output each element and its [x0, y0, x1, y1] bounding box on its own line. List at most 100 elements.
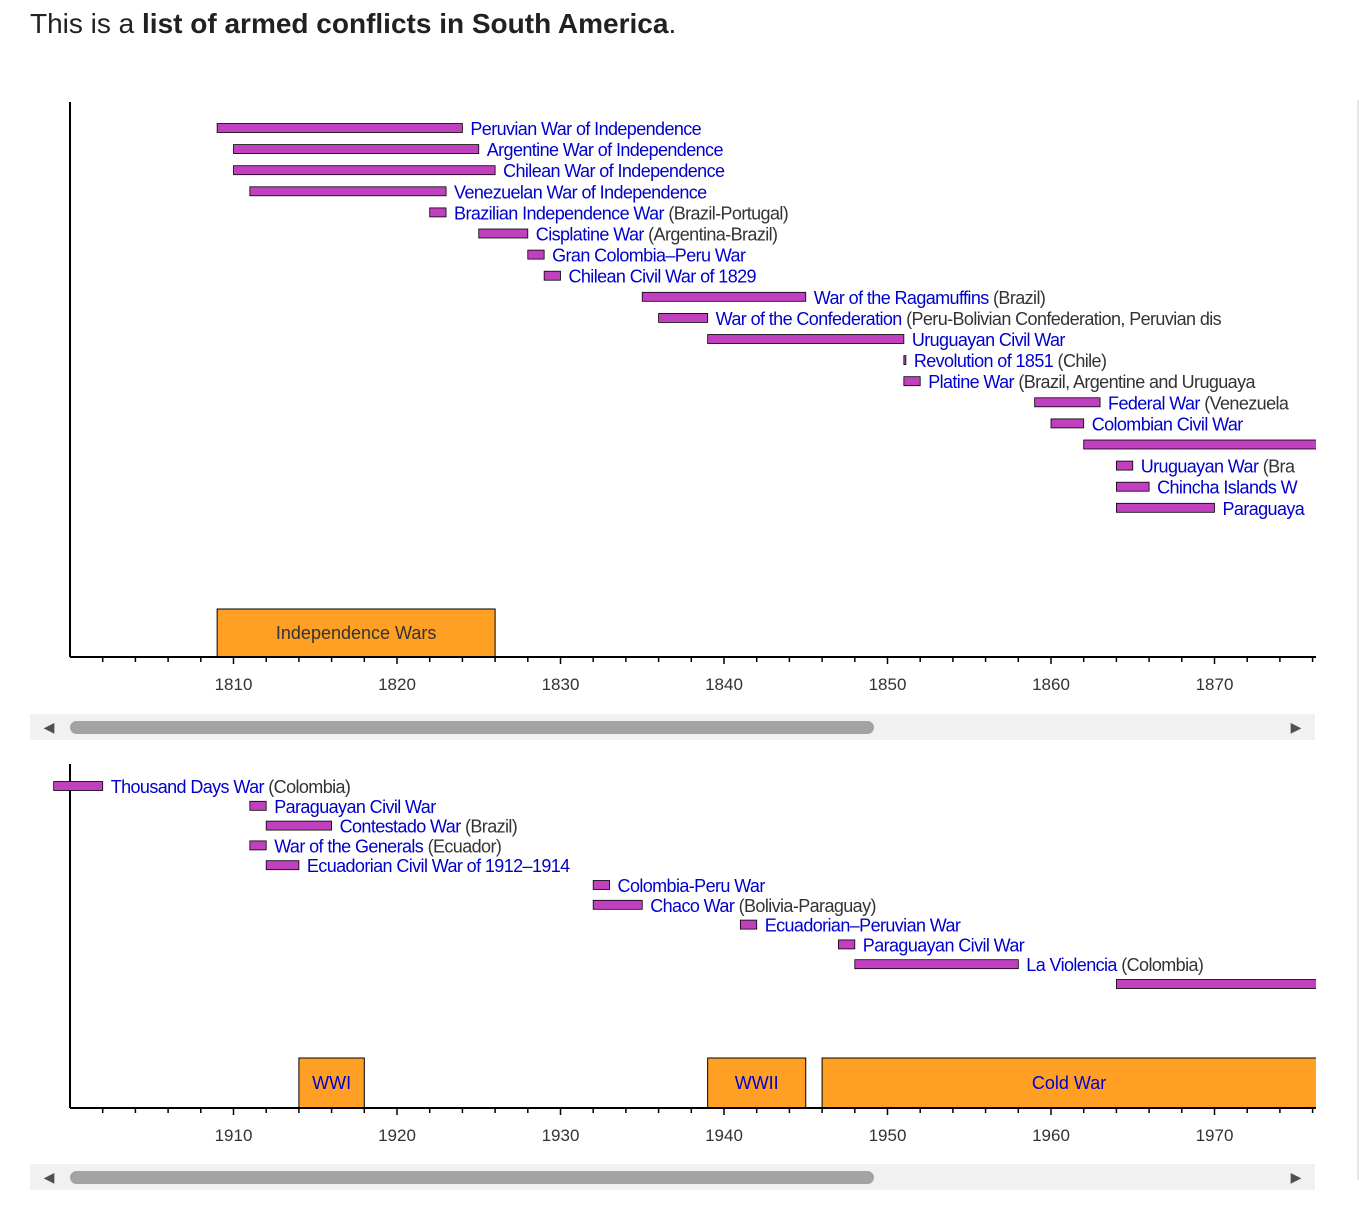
war-bar: [641, 291, 807, 302]
war-bar: [429, 207, 447, 218]
intro-link-list-of-armed-conflicts[interactable]: list of armed conflicts in South America: [142, 8, 669, 39]
war-label[interactable]: Ecuadorian–Peruvian War: [765, 916, 962, 936]
era-block: [298, 1057, 365, 1109]
war-name: Ecuadorian–Peruvian War: [765, 916, 961, 936]
war-label[interactable]: Argentine War of Independence: [487, 140, 724, 160]
war-label[interactable]: Cisplatine War (Argentina-Brazil): [536, 225, 778, 245]
war-note: (Brazil): [461, 817, 518, 837]
war-bar: [233, 144, 480, 154]
x-tick-label: 1930: [542, 1126, 580, 1145]
war-label[interactable]: Chilean Civil War of 1829: [569, 267, 758, 287]
era-label: WWII: [735, 1073, 779, 1093]
war-note: (Bra: [1258, 457, 1296, 477]
x-tick-label: 1960: [1032, 1126, 1070, 1145]
scroll-right-arrow-icon[interactable]: ▶: [1290, 1168, 1302, 1185]
war-bar: [543, 270, 561, 281]
war-bar: [233, 165, 496, 176]
war-note: (Colombia): [1117, 955, 1203, 975]
war-bar: [658, 312, 709, 323]
war-label[interactable]: Paraguayan Civil War: [863, 935, 1026, 955]
war-bar: [854, 959, 1019, 970]
war-label[interactable]: Chilean War of Independence: [503, 161, 725, 181]
war-label[interactable]: Peruvian War of Independence: [470, 119, 702, 139]
war-bar: [1050, 418, 1085, 429]
scroll-thumb[interactable]: [70, 721, 874, 734]
era-block: [821, 1057, 1316, 1109]
war-label[interactable]: Platine War (Brazil, Argentine and Urugu…: [928, 372, 1257, 392]
war-bar: [1116, 481, 1150, 492]
war-bar: [216, 123, 463, 133]
war-bar: [1116, 502, 1215, 513]
war-note: (Colombia): [264, 777, 350, 797]
war-bar: [1116, 979, 1316, 989]
war-label[interactable]: Uruguayan War (Bra: [1141, 457, 1297, 477]
war-bar: [478, 228, 529, 239]
war-name: Revolution of 1851: [914, 351, 1054, 371]
war-name: La Violencia: [1026, 955, 1118, 975]
war-label[interactable]: War of the Generals (Ecuador): [274, 836, 502, 856]
war-label[interactable]: Paraguaya: [1223, 499, 1307, 519]
timeline-1900s-chart: WWI WWII Cold War Thousand Days War (Colomb…: [53, 764, 1316, 1145]
timeline-1800s-scrollbar[interactable]: ◀ ▶: [30, 714, 1315, 740]
war-bar: [265, 860, 300, 871]
intro-suffix: .: [668, 8, 677, 39]
timeline-1900s-scrollbar[interactable]: ◀ ▶: [30, 1164, 1315, 1190]
war-bar: [53, 781, 104, 791]
war-label[interactable]: War of the Confederation (Peru-Bolivian …: [716, 309, 1223, 329]
war-name: Chilean Civil War of 1829: [569, 267, 757, 287]
war-label[interactable]: Colombia-Peru War: [618, 876, 766, 896]
x-tick-label: 1850: [869, 675, 907, 694]
war-bar: [265, 820, 332, 831]
war-label[interactable]: Brazilian Independence War (Brazil-Portu…: [454, 203, 789, 223]
war-name: Contestado War: [340, 817, 462, 837]
war-label[interactable]: Contestado War (Brazil): [340, 817, 518, 837]
war-bar: [838, 939, 856, 950]
war-label[interactable]: Colombian Civil War: [1092, 414, 1244, 434]
war-bar: [592, 899, 643, 910]
war-name: Chaco War: [650, 896, 735, 916]
x-tick-label: 1920: [378, 1126, 416, 1145]
war-label[interactable]: War of the Ragamuffins (Brazil): [814, 288, 1046, 308]
era-label: Independence Wars: [276, 623, 436, 643]
war-note: (Argentina-Brazil): [644, 225, 778, 245]
timeline-1900s-frame: WWI WWII Cold War Thousand Days War (Colomb…: [28, 760, 1316, 1160]
war-label[interactable]: Ecuadorian Civil War of 1912–1914: [307, 856, 571, 876]
war-name: War of the Ragamuffins: [814, 288, 989, 308]
frame-edge-divider: [1357, 100, 1359, 1180]
timeline-1800s-chart: Independence Wars Peruvian War of Indepen…: [69, 102, 1316, 694]
scroll-left-arrow-icon[interactable]: ◀: [43, 718, 55, 735]
war-name: Cisplatine War: [536, 225, 645, 245]
war-label[interactable]: Chaco War (Bolivia-Paraguay): [650, 896, 876, 916]
war-label[interactable]: Federal War (Venezuela: [1108, 393, 1290, 413]
intro-prefix: This is a: [30, 8, 143, 39]
x-tick-label: 1910: [215, 1126, 253, 1145]
era-block: [707, 1057, 807, 1109]
war-bar: [249, 800, 267, 811]
scroll-left-arrow-icon[interactable]: ◀: [43, 1168, 55, 1185]
war-name: Platine War: [928, 372, 1014, 392]
x-tick-label: 1830: [542, 675, 580, 694]
war-note: (Brazil-Portugal): [664, 203, 788, 223]
war-label[interactable]: Paraguayan Civil War: [274, 797, 437, 817]
war-name: Chilean War of Independence: [503, 161, 725, 181]
x-tick-label: 1940: [705, 1126, 743, 1145]
war-name: Paraguayan Civil War: [863, 935, 1025, 955]
war-note: (Brazil): [989, 288, 1046, 308]
war-note: (Peru-Bolivian Confederation, Peruvian d…: [902, 309, 1222, 329]
war-label[interactable]: Revolution of 1851 (Chile): [914, 351, 1107, 371]
war-label[interactable]: La Violencia (Colombia): [1026, 955, 1204, 975]
war-label[interactable]: Gran Colombia–Peru War: [552, 246, 746, 266]
scroll-thumb[interactable]: [70, 1171, 874, 1184]
war-label[interactable]: Venezuelan War of Independence: [454, 182, 708, 202]
war-bar: [592, 880, 610, 890]
war-name: Chincha Islands W: [1157, 478, 1297, 498]
war-label[interactable]: Uruguayan Civil War: [912, 330, 1066, 350]
war-bar: [249, 186, 447, 197]
war-name: Ecuadorian Civil War of 1912–1914: [307, 856, 570, 876]
war-label[interactable]: Thousand Days War (Colombia): [111, 777, 351, 797]
era-label: WWI: [312, 1073, 351, 1093]
war-name: Thousand Days War: [111, 777, 265, 797]
scroll-right-arrow-icon[interactable]: ▶: [1290, 718, 1302, 735]
timeline-1800s-frame: Independence Wars Peruvian War of Indepen…: [28, 100, 1316, 710]
war-label[interactable]: Chincha Islands W: [1157, 478, 1298, 498]
